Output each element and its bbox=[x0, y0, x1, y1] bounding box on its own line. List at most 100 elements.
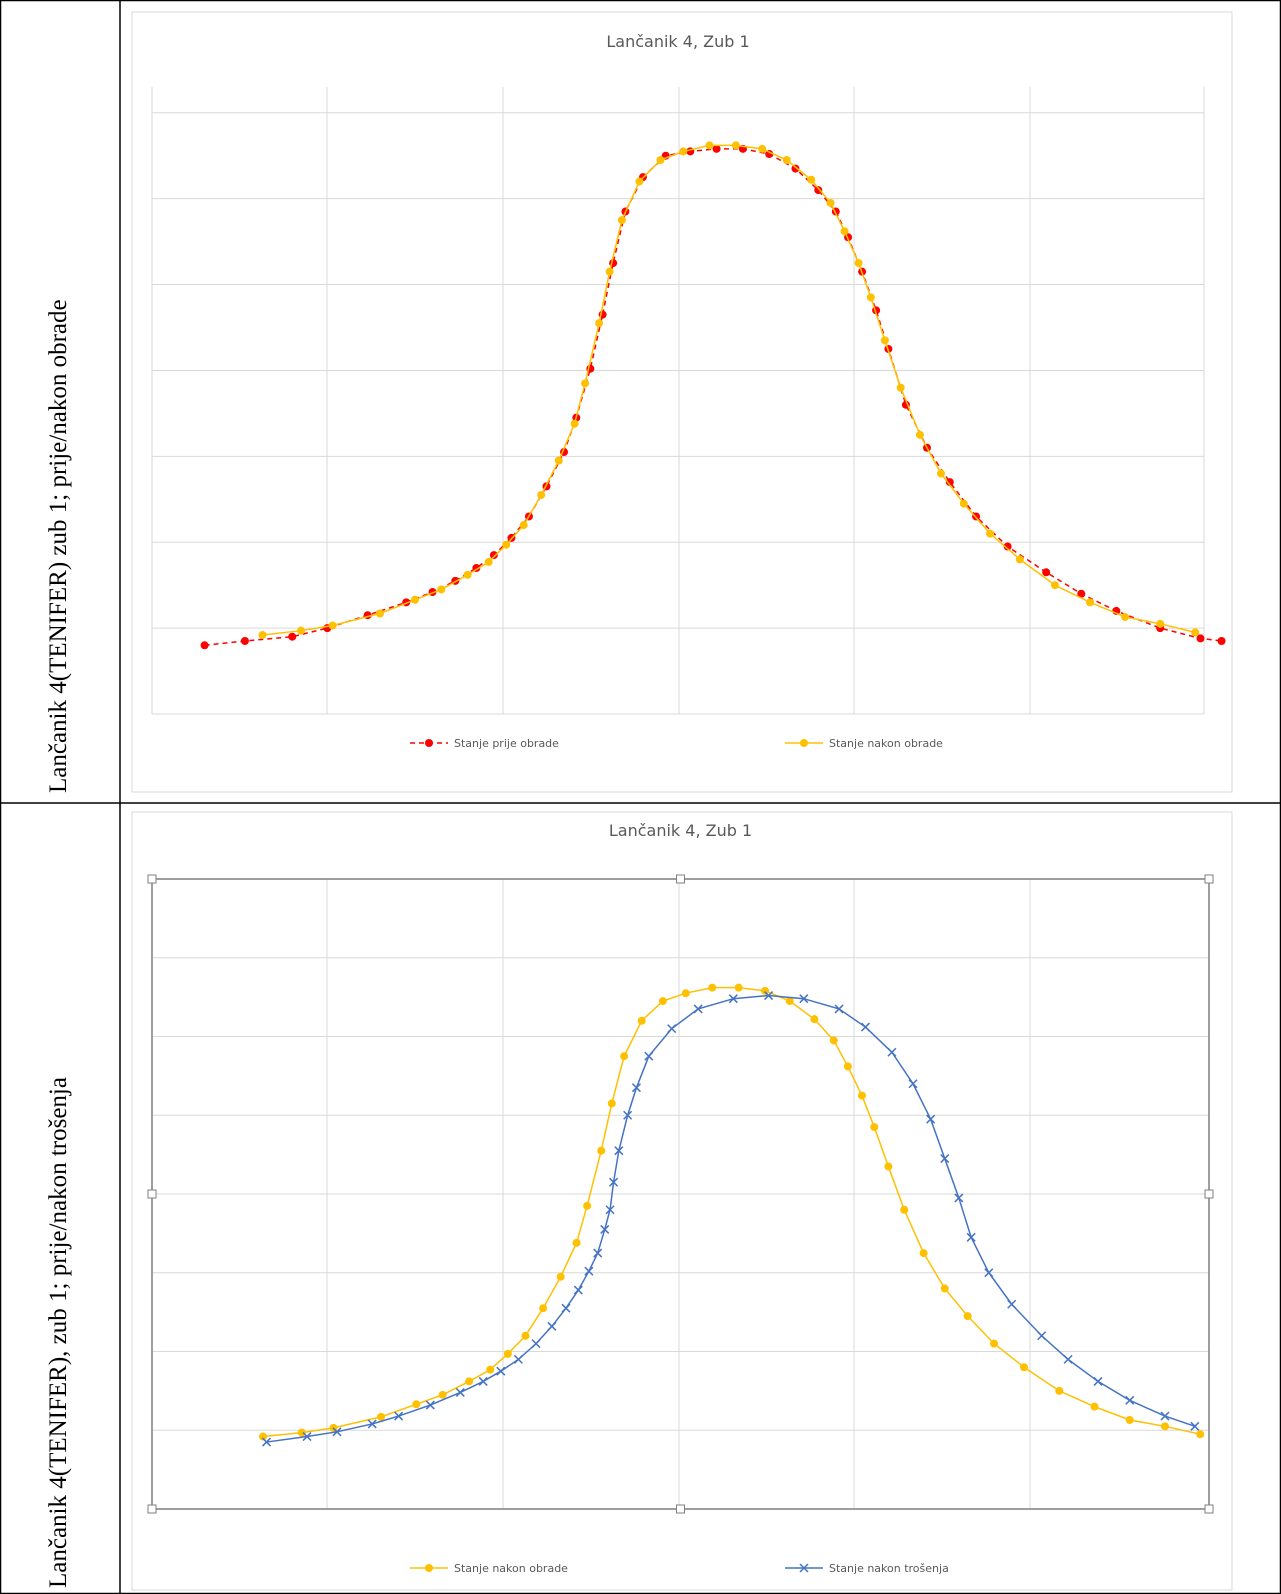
row-label-1: Lančanik 4(TENIFER) zub 1; prije/nakon o… bbox=[45, 299, 72, 793]
data-point bbox=[573, 1285, 583, 1295]
legend-label: Stanje nakon trošenja bbox=[829, 1562, 949, 1575]
chart-title: Lančanik 4, Zub 1 bbox=[606, 32, 749, 51]
data-point bbox=[519, 521, 528, 530]
chart-2: Lančanik 4, Zub 1 Stanje nakon obrade Stan… bbox=[131, 811, 1233, 1591]
data-point bbox=[1196, 1430, 1205, 1439]
data-point bbox=[597, 1146, 606, 1155]
data-point bbox=[581, 379, 590, 388]
data-point bbox=[959, 499, 968, 508]
data-point bbox=[857, 1091, 866, 1100]
data-point bbox=[1125, 1395, 1135, 1405]
data-point bbox=[1125, 1416, 1134, 1425]
data-point bbox=[758, 144, 767, 153]
data-point bbox=[940, 1154, 950, 1164]
data-point bbox=[945, 478, 954, 487]
data-point bbox=[791, 164, 800, 173]
data-point bbox=[258, 1432, 267, 1441]
data-point bbox=[926, 1114, 936, 1124]
data-point bbox=[478, 1376, 488, 1386]
data-point bbox=[537, 490, 546, 499]
data-point bbox=[1003, 542, 1012, 551]
data-point bbox=[764, 991, 774, 1001]
data-point bbox=[896, 383, 905, 392]
resize-handle bbox=[147, 1189, 157, 1199]
resize-handle bbox=[1204, 1504, 1214, 1514]
data-point bbox=[617, 216, 626, 225]
data-point bbox=[1160, 1422, 1169, 1431]
data-point bbox=[799, 994, 809, 1004]
data-point bbox=[302, 1432, 312, 1442]
legend-marker bbox=[425, 1564, 433, 1572]
data-point bbox=[605, 1205, 615, 1215]
data-point bbox=[412, 1400, 421, 1409]
data-point bbox=[1042, 568, 1051, 577]
data-point bbox=[644, 1051, 654, 1061]
data-point bbox=[623, 1110, 633, 1120]
data-point bbox=[489, 551, 498, 560]
data-point bbox=[1093, 1376, 1103, 1386]
data-point bbox=[593, 1248, 603, 1258]
data-point bbox=[297, 1428, 306, 1437]
data-point bbox=[840, 227, 849, 236]
data-point bbox=[484, 557, 493, 566]
chart-1: Lančanik 4, Zub 1 Stanje prije obrade Stan… bbox=[131, 11, 1233, 793]
data-point bbox=[814, 186, 823, 195]
data-point bbox=[455, 1387, 465, 1397]
data-point bbox=[986, 529, 995, 538]
data-point bbox=[367, 1419, 377, 1429]
data-point bbox=[734, 983, 743, 992]
resize-handle bbox=[147, 874, 157, 884]
data-point bbox=[200, 641, 209, 650]
data-point bbox=[411, 595, 419, 604]
data-point bbox=[705, 141, 714, 150]
chart-frame bbox=[131, 811, 1233, 1591]
data-point bbox=[656, 156, 665, 165]
legend-label: Stanje nakon obrade bbox=[454, 1562, 568, 1575]
data-point bbox=[438, 1390, 447, 1399]
data-point bbox=[708, 983, 717, 992]
data-point bbox=[258, 630, 267, 639]
data-point bbox=[463, 570, 472, 579]
data-point bbox=[681, 989, 690, 998]
data-point bbox=[1190, 1421, 1200, 1431]
data-point bbox=[605, 267, 614, 276]
data-point bbox=[547, 1321, 557, 1331]
data-point bbox=[963, 1312, 972, 1321]
data-point bbox=[966, 1232, 976, 1242]
data-point bbox=[595, 319, 604, 328]
data-point bbox=[635, 177, 644, 186]
data-point bbox=[425, 1400, 435, 1410]
data-point bbox=[826, 198, 835, 207]
data-point bbox=[658, 997, 667, 1006]
data-point bbox=[940, 1284, 949, 1293]
data-point bbox=[614, 1146, 624, 1156]
data-point bbox=[810, 1015, 819, 1024]
data-point bbox=[297, 626, 306, 635]
data-point bbox=[288, 632, 297, 641]
data-point bbox=[860, 1022, 871, 1032]
data-point bbox=[377, 1412, 386, 1421]
data-point bbox=[870, 1123, 879, 1132]
data-point bbox=[240, 636, 249, 645]
data-point bbox=[667, 1024, 677, 1034]
chart-frame bbox=[131, 11, 1233, 793]
data-point bbox=[843, 1062, 852, 1071]
data-point bbox=[990, 1339, 999, 1348]
series-line-2 bbox=[266, 994, 1196, 1443]
data-point bbox=[785, 997, 794, 1006]
data-point bbox=[1160, 1411, 1170, 1421]
data-point bbox=[900, 1205, 909, 1214]
data-point bbox=[954, 1193, 964, 1203]
data-point bbox=[1217, 636, 1226, 645]
data-point bbox=[1015, 555, 1024, 564]
data-point bbox=[834, 1004, 844, 1014]
data-point bbox=[1020, 1363, 1029, 1372]
data-point bbox=[1156, 619, 1165, 628]
data-point bbox=[531, 1339, 541, 1349]
data-point bbox=[539, 1304, 548, 1313]
data-point bbox=[620, 1052, 629, 1061]
data-point bbox=[765, 149, 774, 158]
data-point bbox=[503, 1349, 512, 1358]
resize-handle bbox=[147, 1504, 157, 1514]
